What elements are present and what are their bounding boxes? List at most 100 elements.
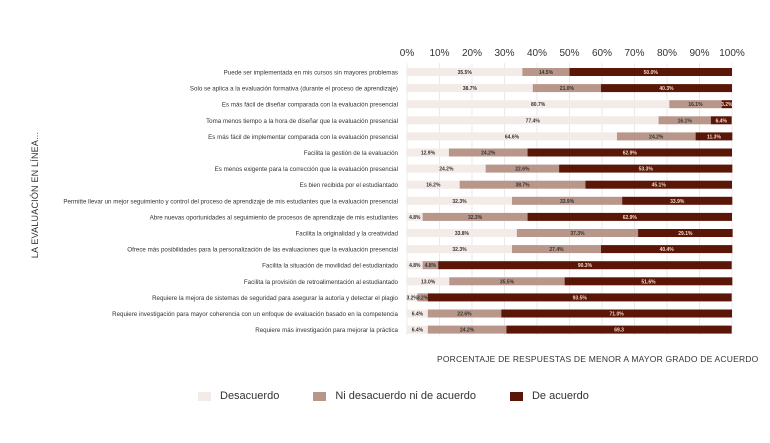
bar-segment [407, 245, 512, 254]
bar-segment [695, 132, 733, 141]
category-label: Facilita la originalidad y la creativida… [296, 231, 399, 238]
y-axis-title: LA EVALUACIÓN EN LÍNEA... [30, 131, 40, 259]
legend-swatch [313, 391, 327, 401]
data-label: 90.3% [578, 263, 593, 269]
data-label: 13.0% [421, 279, 436, 285]
bar-segment [459, 180, 586, 189]
bar-segment [721, 100, 732, 109]
data-label: 33.9% [560, 199, 575, 205]
category-label: Requiere más investigación para mejorar … [255, 327, 398, 334]
legend-item-desacuerdo: Desacuerdo [198, 390, 279, 402]
bar-segment [407, 116, 659, 125]
bar-segment [448, 148, 528, 157]
data-label: 3.2% [406, 295, 418, 301]
data-label: 4.8% [409, 215, 421, 221]
data-label: 45.1% [652, 183, 667, 189]
data-label: 62.9% [623, 215, 638, 221]
data-label: 14.5% [539, 70, 554, 76]
bar-segment [407, 261, 423, 270]
data-label: 33.8% [455, 231, 470, 237]
x-tick-label: 10% [429, 48, 449, 59]
category-label: Facilita la provisión de retroalimentaci… [244, 279, 399, 286]
bar-segment [427, 293, 732, 302]
data-label: 22.6% [515, 167, 530, 173]
category-label: Facilita la situación de movilidad del e… [262, 263, 398, 270]
data-label: 69.3 [614, 328, 624, 334]
bar-segment [422, 261, 439, 270]
data-label: 38.7% [515, 183, 530, 189]
data-label: 40.3% [659, 86, 674, 92]
bar-segment [616, 132, 696, 141]
data-label: 16.1% [688, 102, 703, 108]
bar-segment [407, 180, 460, 189]
bar-segment [501, 309, 732, 318]
legend-item-de-acuerdo: De acuerdo [509, 390, 589, 402]
category-label: Es bien recibida por el estudiantado [300, 182, 399, 189]
bar-segment [622, 196, 733, 205]
category-label: Toma menos tiempo a la hora de diseñar q… [206, 118, 398, 125]
data-label: 4.8% [425, 263, 437, 269]
data-label: 22.6% [457, 312, 472, 318]
x-tick-label: 20% [462, 48, 482, 59]
data-label: 32.3% [452, 199, 467, 205]
category-label: Es más fácil de implementar comparada co… [208, 134, 398, 141]
bar-segment [427, 325, 507, 334]
bar-segment [407, 164, 486, 173]
data-label: 3.2% [417, 295, 429, 301]
category-label: Facilita la gestión de la evaluación [304, 150, 399, 157]
bar-segment [532, 84, 602, 93]
x-tick-label: 40% [527, 48, 547, 59]
data-label: 40.4% [660, 247, 675, 253]
bar-segment [407, 212, 423, 221]
bar-segment [407, 229, 517, 237]
category-label: Abre nuevas oportunidades al seguimiento… [150, 214, 398, 221]
bar-segment [585, 180, 732, 189]
bar-segment [407, 68, 523, 76]
data-label: 77.4% [526, 118, 541, 124]
category-label: Es menos exigente para la corrección que… [215, 166, 398, 173]
bar-segment [527, 148, 732, 157]
category-label: Permitte llevar un mejor seguimiento y c… [63, 198, 398, 205]
bar-segment [710, 116, 732, 125]
data-label: 32.3% [468, 215, 483, 221]
bar-segment [516, 229, 639, 237]
data-label: 29.1% [678, 231, 693, 237]
bar-segment [407, 100, 670, 109]
bar-segment [601, 245, 733, 254]
bar-segment [569, 68, 732, 76]
data-label: 6.4% [412, 328, 424, 334]
bar-segment [511, 196, 623, 205]
data-label: 50.0% [644, 70, 659, 76]
data-label: 35.5% [458, 70, 473, 76]
bar-segment [407, 132, 617, 141]
legend-swatch [198, 391, 211, 401]
data-label: 6.4% [412, 312, 424, 318]
data-label: 27.4% [549, 247, 564, 253]
category-label: Requiere investigación para mayor cohere… [112, 311, 398, 318]
bar-segment [658, 116, 711, 125]
data-label: 24.2% [481, 151, 496, 157]
data-label: 80.7% [531, 102, 546, 108]
x-tick-label: 80% [657, 48, 677, 59]
bar-segment [506, 325, 732, 334]
legend-label: Desacuerdo [220, 390, 280, 402]
legend-label: De acuerdo [531, 390, 589, 402]
data-label: 6.4% [716, 118, 728, 124]
legend-item-neutral: Ni desacuerdo ni de acuerdo [313, 390, 476, 402]
data-label: 37.3% [570, 231, 585, 237]
data-label: 24.2% [460, 328, 475, 334]
bar-segment [449, 277, 565, 286]
x-axis-title: PORCENTAJE DE RESPUESTAS DE MENOR A MAYO… [437, 354, 759, 364]
category-label: Ofrece más posibilidades para la persona… [127, 247, 398, 254]
x-tick-label: 70% [624, 48, 644, 59]
category-label: Requiere la mejora de sistemas de seguri… [152, 295, 398, 302]
data-label: 3.2% [721, 102, 733, 108]
bar-segment [427, 309, 502, 318]
bar-segment [407, 293, 418, 302]
data-label: 93.5% [573, 295, 588, 301]
category-label: Es más fácil de diseñar comparada con la… [222, 102, 398, 109]
x-tick-label: 30% [494, 48, 514, 59]
category-label: Puede ser implementada en mis cursos sin… [224, 70, 398, 77]
x-tick-label: 60% [592, 48, 612, 59]
